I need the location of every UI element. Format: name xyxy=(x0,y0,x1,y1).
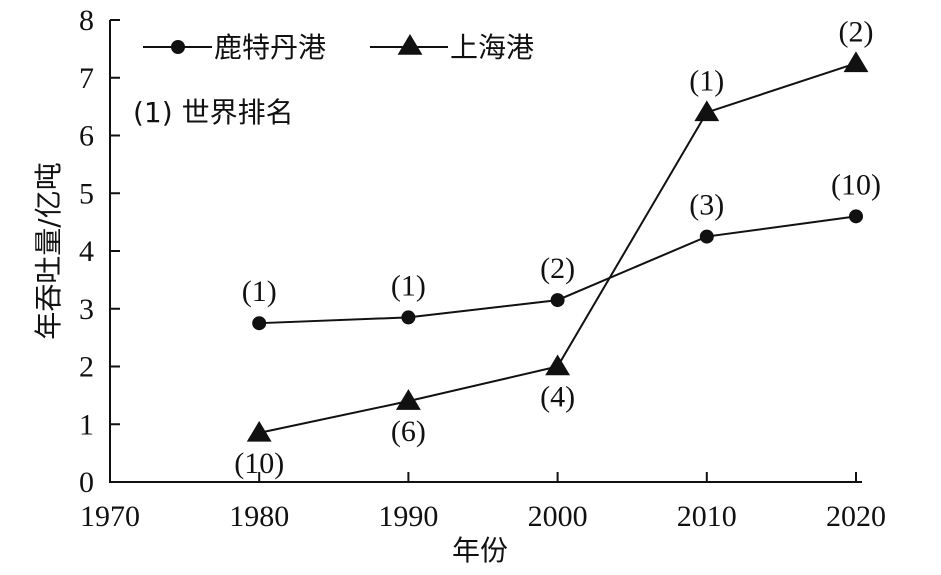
series-line xyxy=(258,62,857,434)
y-axis-ticks: 0 1 2 3 4 5 6 7 8 xyxy=(79,4,120,499)
y-tick-label: 6 xyxy=(79,120,94,153)
rank-label: (1) xyxy=(391,269,426,302)
y-tick-label: 3 xyxy=(79,293,94,326)
y-tick-label: 7 xyxy=(79,62,94,95)
rank-label: (1) xyxy=(242,275,277,308)
x-tick-label: 2010 xyxy=(677,500,737,533)
data-point-circle xyxy=(550,293,565,308)
legend-label-rotterdam: 鹿特丹港 xyxy=(214,31,326,64)
rank-label: (6) xyxy=(391,415,426,448)
rank-label: (2) xyxy=(839,15,874,48)
legend-label-shanghai: 上海港 xyxy=(450,31,534,64)
y-axis-title: 年吞吐量/亿吨 xyxy=(32,162,65,339)
rank-note: (1) 世界排名 xyxy=(133,96,294,129)
legend-circle-marker-icon xyxy=(171,40,185,54)
series-rotterdam: (1) (1) (2) (3) (10) xyxy=(242,168,881,331)
x-tick-label: 2000 xyxy=(528,500,588,533)
x-tick-label: 1980 xyxy=(229,500,289,533)
data-point-circle xyxy=(252,316,267,331)
data-point-triangle xyxy=(395,389,421,410)
data-point-triangle xyxy=(246,420,272,442)
x-axis-ticks: 1970 1980 1990 2000 2010 2020 xyxy=(80,472,886,533)
data-point-circle xyxy=(401,310,416,325)
data-point-triangle xyxy=(694,100,720,122)
series-group: (1) (1) (2) (3) (10) (10) (6) (4) (1) (2) xyxy=(234,15,881,480)
data-point-triangle xyxy=(545,354,571,376)
data-point-circle xyxy=(849,209,863,224)
y-tick-label: 8 xyxy=(79,4,94,37)
rank-label: (3) xyxy=(689,189,724,222)
rank-label: (10) xyxy=(831,168,881,201)
series-shanghai: (10) (6) (4) (1) (2) xyxy=(234,15,873,480)
x-tick-label: 1970 xyxy=(80,500,140,533)
legend-triangle-marker-icon xyxy=(397,34,423,55)
data-point-triangle xyxy=(843,51,869,73)
rank-label: (1) xyxy=(689,64,724,97)
y-tick-label: 4 xyxy=(79,235,94,268)
data-point-circle xyxy=(699,229,714,244)
rank-label: (4) xyxy=(540,381,575,414)
rank-label: (2) xyxy=(540,252,575,285)
x-axis-title: 年份 xyxy=(452,534,508,567)
y-tick-label: 0 xyxy=(79,466,94,499)
legend: 鹿特丹港 上海港 xyxy=(143,31,534,64)
rank-label: (10) xyxy=(234,447,284,480)
x-tick-label: 1990 xyxy=(378,500,438,533)
y-tick-label: 2 xyxy=(79,351,94,384)
y-tick-label: 1 xyxy=(79,408,94,441)
y-tick-label: 5 xyxy=(79,177,94,210)
x-tick-label: 2020 xyxy=(826,500,886,533)
chart-axes xyxy=(109,20,862,483)
